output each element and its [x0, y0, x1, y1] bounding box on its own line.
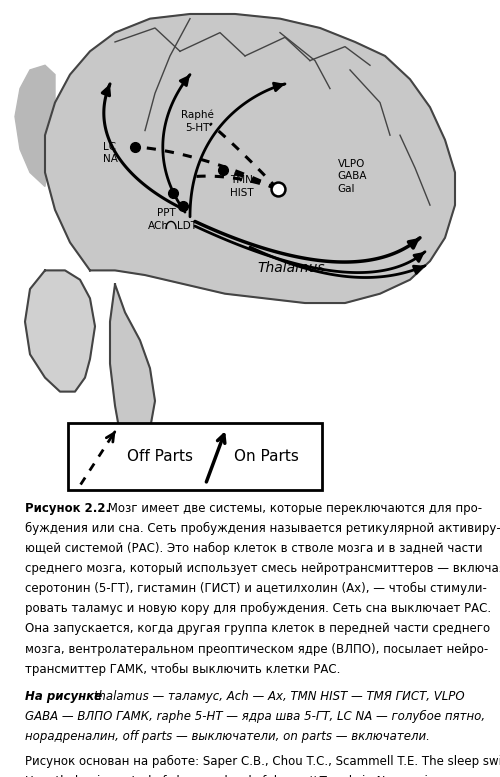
Text: LC
NA: LC NA	[102, 141, 118, 164]
Text: ровать таламус и новую кору для пробуждения. Сеть сна выключает РАС.: ровать таламус и новую кору для пробужде…	[25, 602, 491, 615]
Text: Она запускается, когда другая группа клеток в передней части среднего: Она запускается, когда другая группа кле…	[25, 622, 490, 636]
FancyBboxPatch shape	[68, 423, 322, 490]
Text: На рисунке: На рисунке	[25, 690, 102, 702]
Text: норадреналин, off parts — выключатели, on parts — включатели.: норадреналин, off parts — выключатели, o…	[25, 730, 430, 743]
Text: LDT: LDT	[178, 221, 198, 231]
Polygon shape	[15, 65, 55, 186]
Text: Thalamus: Thalamus	[258, 261, 325, 275]
Text: серотонин (5-ГТ), гистамин (ГИСТ) и ацетилхолин (Ax), — чтобы стимули-: серотонин (5-ГТ), гистамин (ГИСТ) и ацет…	[25, 582, 487, 595]
Text: ACh: ACh	[148, 221, 169, 231]
Polygon shape	[45, 14, 455, 303]
Text: буждения или сна. Сеть пробуждения называется ретикулярной активиру-: буждения или сна. Сеть пробуждения назыв…	[25, 522, 500, 535]
Text: Рисунок 2.2.: Рисунок 2.2.	[25, 502, 110, 514]
Polygon shape	[25, 270, 95, 392]
Polygon shape	[110, 284, 155, 448]
Text: мозга, вентролатеральном преоптическом ядре (ВЛПО), посылает нейро-: мозга, вентролатеральном преоптическом я…	[25, 643, 488, 656]
Text: среднего мозга, который использует смесь нейротрансмиттеров — включая: среднего мозга, который использует смесь…	[25, 562, 500, 575]
Text: GABA — ВЛПО ГАМК, raphe 5-HT — ядра шва 5-ГТ, LC NA — голубое пятно,: GABA — ВЛПО ГАМК, raphe 5-HT — ядра шва …	[25, 710, 485, 723]
Text: On Parts: On Parts	[234, 449, 299, 464]
Text: Hypothalamic control of sleep and wakefulness // Trends in Neurosciences,: Hypothalamic control of sleep and wakefu…	[25, 775, 466, 777]
Text: Мозг имеет две системы, которые переключаются для про-: Мозг имеет две системы, которые переключ…	[104, 502, 482, 514]
Text: ющей системой (РАС). Это набор клеток в стволе мозга и в задней части: ющей системой (РАС). Это набор клеток в …	[25, 542, 482, 555]
Text: Рисунок основан на работе: Saper C.B., Chou T.C., Scammell T.E. The sleep switch: Рисунок основан на работе: Saper C.B., C…	[25, 755, 500, 768]
Text: Off Parts: Off Parts	[128, 449, 194, 464]
Text: : thalamus — таламус, Ach — Ax, TMN HIST — ТМЯ ГИСТ, VLPO: : thalamus — таламус, Ach — Ax, TMN HIST…	[86, 690, 465, 702]
Text: PPT: PPT	[158, 208, 176, 218]
Text: Raphé
5-HT: Raphé 5-HT	[181, 110, 214, 133]
Text: TMN
HIST: TMN HIST	[230, 176, 254, 197]
Text: VLPO
GABA
Gal: VLPO GABA Gal	[338, 159, 367, 193]
Text: трансмиттер ГАМК, чтобы выключить клетки РАС.: трансмиттер ГАМК, чтобы выключить клетки…	[25, 663, 340, 676]
